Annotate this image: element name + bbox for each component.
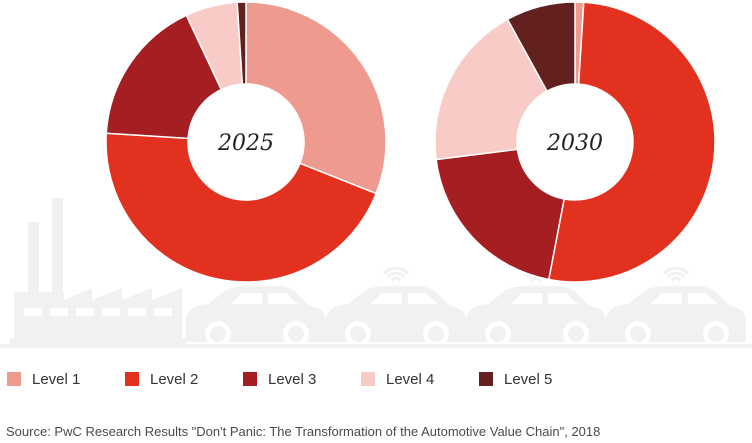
- car-icon: [466, 266, 606, 347]
- legend-item: Level 5: [479, 371, 579, 388]
- legend-swatch: [125, 372, 139, 386]
- road-line: [0, 344, 752, 348]
- slice-level-3: [105, 14, 223, 140]
- car-icon: [326, 266, 466, 347]
- slice-level-2: [105, 132, 378, 283]
- slice-level-5: [236, 1, 247, 85]
- legend-swatch: [7, 372, 21, 386]
- legend-label: Level 5: [504, 370, 553, 388]
- donut-chart-2025: 2025: [105, 1, 387, 283]
- legend: Level 1 Level 2 Level 3 Level 4 Level 5: [7, 367, 752, 391]
- legend-item: Level 3: [243, 371, 361, 388]
- donut-hole: [222, 118, 270, 166]
- wifi-signal-icon: [663, 266, 689, 282]
- legend-swatch: [479, 372, 493, 386]
- source-note: Source: PwC Research Results "Don't Pani…: [6, 424, 601, 439]
- legend-item: Level 2: [125, 371, 243, 388]
- donut-chart-2030: 2030: [434, 1, 716, 283]
- wifi-signal-icon: [383, 266, 409, 282]
- legend-item: Level 4: [361, 371, 479, 388]
- legend-swatch: [361, 372, 375, 386]
- background-illustration: [0, 198, 752, 348]
- legend-label: Level 1: [32, 370, 81, 388]
- legend-item: Level 1: [7, 371, 125, 388]
- slice-level-4: [434, 18, 549, 161]
- donut-center-label: 2030: [546, 131, 603, 156]
- slice-level-2: [547, 1, 716, 283]
- slice-level-1: [245, 1, 387, 195]
- car-icon: [606, 266, 746, 347]
- donut-hole: [551, 118, 599, 166]
- factory-icon: [10, 198, 186, 346]
- donut-center-label: 2025: [217, 131, 274, 156]
- slice-level-5: [506, 1, 576, 93]
- legend-label: Level 2: [150, 370, 199, 388]
- legend-label: Level 4: [386, 370, 435, 388]
- legend-label: Level 3: [268, 370, 317, 388]
- car-icon: [186, 266, 326, 347]
- legend-swatch: [243, 372, 257, 386]
- slice-level-3: [435, 148, 566, 281]
